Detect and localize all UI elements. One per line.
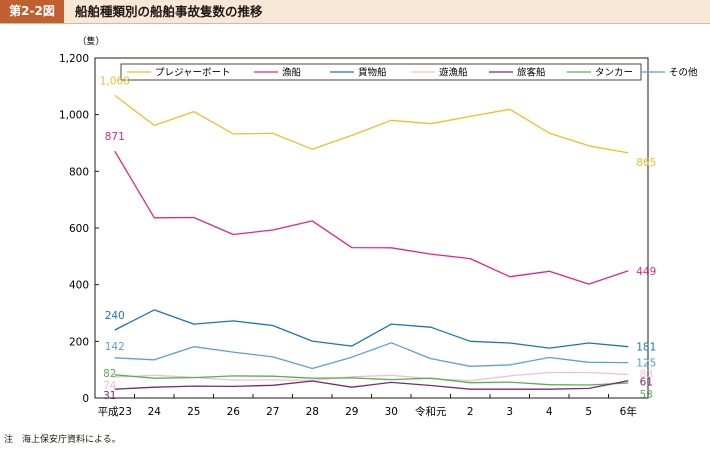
x-tick-label: 令和元: [415, 405, 447, 418]
series-start-label: 82: [103, 368, 116, 380]
series-line: [114, 374, 629, 386]
x-tick-label: 25: [187, 406, 200, 418]
y-tick-label: 400: [69, 280, 89, 292]
series-end-label: 53: [640, 389, 653, 401]
chart-title: 船舶種類別の船舶事故隻数の推移: [75, 4, 263, 19]
series-start-label: 31: [103, 390, 116, 402]
y-tick-label: 200: [69, 336, 89, 348]
series-start-label: 240: [105, 310, 125, 322]
legend-label: 遊漁船: [439, 67, 468, 79]
x-tick-label: 26: [227, 406, 241, 418]
series-end-label: 83: [640, 368, 653, 380]
series-line: [114, 342, 629, 370]
x-tick-label: 30: [385, 406, 398, 418]
y-axis-unit-label: （隻）: [77, 35, 104, 47]
series-end-label: 61: [640, 377, 653, 389]
series-line: [114, 371, 629, 382]
source-note: 注 海上保安庁資料による。: [4, 435, 121, 445]
y-tick-label: 1,200: [59, 53, 89, 65]
legend-label: 貨物船: [358, 67, 387, 79]
series-line: [114, 309, 629, 349]
series-start-label: 1,068: [100, 75, 130, 87]
series-start-label: 74: [103, 380, 117, 392]
figure-number-badge: 第2-2図: [0, 0, 64, 23]
x-tick-label: 24: [148, 406, 162, 418]
series-end-label: 125: [636, 358, 656, 370]
x-tick-label: 平成23: [98, 406, 132, 418]
series-lines: [114, 94, 629, 390]
series-line: [114, 94, 629, 154]
x-tick-label: 4: [546, 406, 553, 418]
x-tick-label: 6年: [620, 405, 637, 418]
series-line: [114, 380, 629, 390]
data-labels: 1,068 865 871 449 240 181 74 83 31 61 82 53 142 125: [100, 75, 657, 402]
x-tick-label: 27: [266, 406, 279, 418]
x-tick-label: 3: [506, 406, 513, 418]
y-tick-label: 600: [69, 223, 89, 235]
plot-frame: [94, 57, 649, 399]
title-bar: 第2-2図 船舶種類別の船舶事故隻数の推移: [0, 0, 710, 24]
legend-label: プレジャーボート: [155, 68, 231, 79]
series-start-label: 142: [105, 341, 125, 353]
x-tick-label: 28: [306, 406, 319, 418]
series-start-label: 871: [105, 131, 125, 143]
chart-legend: プレジャーボート 漁船 貨物船 遊漁船 旅客船 タンカー その他: [120, 63, 698, 81]
series-end-label: 181: [636, 342, 656, 354]
legend-label: 漁船: [282, 67, 302, 79]
x-tick-label: 29: [345, 406, 358, 418]
y-tick-label: 1,000: [59, 110, 89, 122]
y-tick-label: 800: [69, 166, 89, 178]
legend-label: その他: [669, 67, 698, 79]
series-line: [114, 150, 629, 285]
legend-label: タンカー: [595, 68, 633, 79]
x-tick-label: 2: [467, 406, 474, 418]
series-end-label: 865: [636, 157, 656, 169]
legend-label: 旅客船: [517, 67, 546, 79]
y-tick-label: 0: [82, 393, 89, 405]
x-tick-label: 5: [585, 406, 592, 418]
series-end-label: 449: [636, 266, 656, 278]
